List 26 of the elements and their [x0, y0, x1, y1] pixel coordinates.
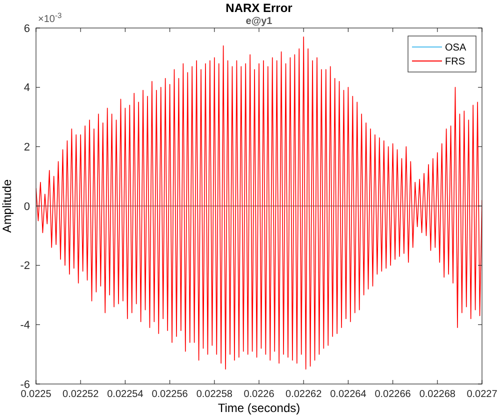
y-tick-label: 2: [24, 142, 30, 154]
y-tick-label: 4: [24, 82, 30, 94]
legend-label: FRS: [445, 56, 466, 68]
y-tick-label: -6: [20, 378, 30, 391]
y-tick-label: -4: [20, 320, 30, 332]
x-tick-label: 0.0226: [244, 389, 275, 400]
chart-subtitle: e@y1: [246, 16, 273, 27]
x-tick-label: 0.02258: [196, 389, 233, 400]
chart-title: NARX Error: [226, 1, 293, 15]
y-tick-label: -2: [20, 260, 30, 272]
line-series: [36, 36, 482, 370]
x-tick-label: 0.0225: [20, 389, 52, 400]
legend-label: OSA: [445, 42, 466, 54]
x-tick-label: 0.02268: [419, 389, 456, 400]
x-tick-label: 0.02266: [374, 389, 412, 400]
x-tick-label: 0.02256: [152, 389, 188, 400]
x-tick-label: 0.02262: [286, 389, 322, 400]
x-tick-label: 0.02254: [107, 389, 144, 400]
x-tick-label: 0.02264: [330, 389, 367, 400]
y-tick-label: 6: [24, 22, 30, 35]
y-axis-title: Amplitude: [0, 179, 14, 233]
x-tick-label: 0.0227: [466, 389, 498, 400]
text: ×10$^{-3}$: [38, 10, 62, 25]
x-tick-label: 0.02252: [62, 389, 100, 400]
y-tick-label: 0: [24, 200, 30, 213]
x-axis-title: Time (seconds): [218, 401, 300, 415]
